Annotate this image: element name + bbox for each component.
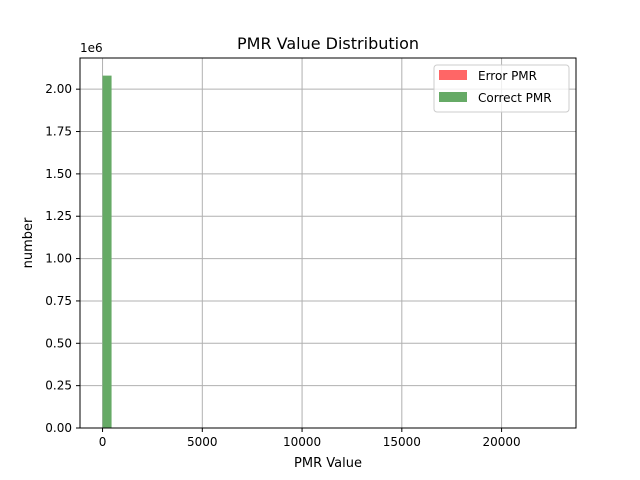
legend-swatch-error-pmr [439, 70, 467, 80]
x-axis-label: PMR Value [294, 456, 362, 471]
y-tick-label: 0.50 [45, 336, 72, 350]
legend-swatch-correct-pmr [439, 92, 467, 102]
gridlines [80, 58, 576, 429]
plot-area-frame [79, 57, 577, 429]
legend-box [433, 64, 570, 113]
y-tick-label: 0.25 [45, 379, 72, 393]
y-tick-label: 0.75 [45, 294, 72, 308]
y-tick-label: 2.00 [45, 82, 72, 96]
chart-title: PMR Value Distribution [237, 34, 419, 53]
y-offset-label: 1e6 [80, 41, 103, 55]
x-tick-label: 15000 [383, 435, 421, 449]
y-tick-label: 1.00 [45, 252, 72, 266]
y-tick-label: 1.50 [45, 167, 72, 181]
legend-label-error-pmr: Error PMR [478, 69, 537, 83]
x-tick-label: 20000 [482, 435, 520, 449]
legend: Error PMR Correct PMR [433, 64, 570, 113]
histogram-bar-correct-pmr [102, 75, 112, 428]
y-tick-label: 1.75 [45, 125, 72, 139]
x-tick-label: 5000 [187, 435, 218, 449]
y-axis-label: number [21, 217, 36, 268]
x-tick-label: 0 [99, 435, 107, 449]
y-tick-label: 0.00 [45, 421, 72, 435]
axis-ticks: 0 5000 10000 15000 20000 0.00 0.25 0.50 0.75 1.00… [45, 82, 520, 449]
histogram-bars [102, 75, 112, 428]
x-tick-label: 10000 [283, 435, 321, 449]
y-tick-label: 1.25 [45, 209, 72, 223]
legend-label-correct-pmr: Correct PMR [478, 91, 552, 105]
